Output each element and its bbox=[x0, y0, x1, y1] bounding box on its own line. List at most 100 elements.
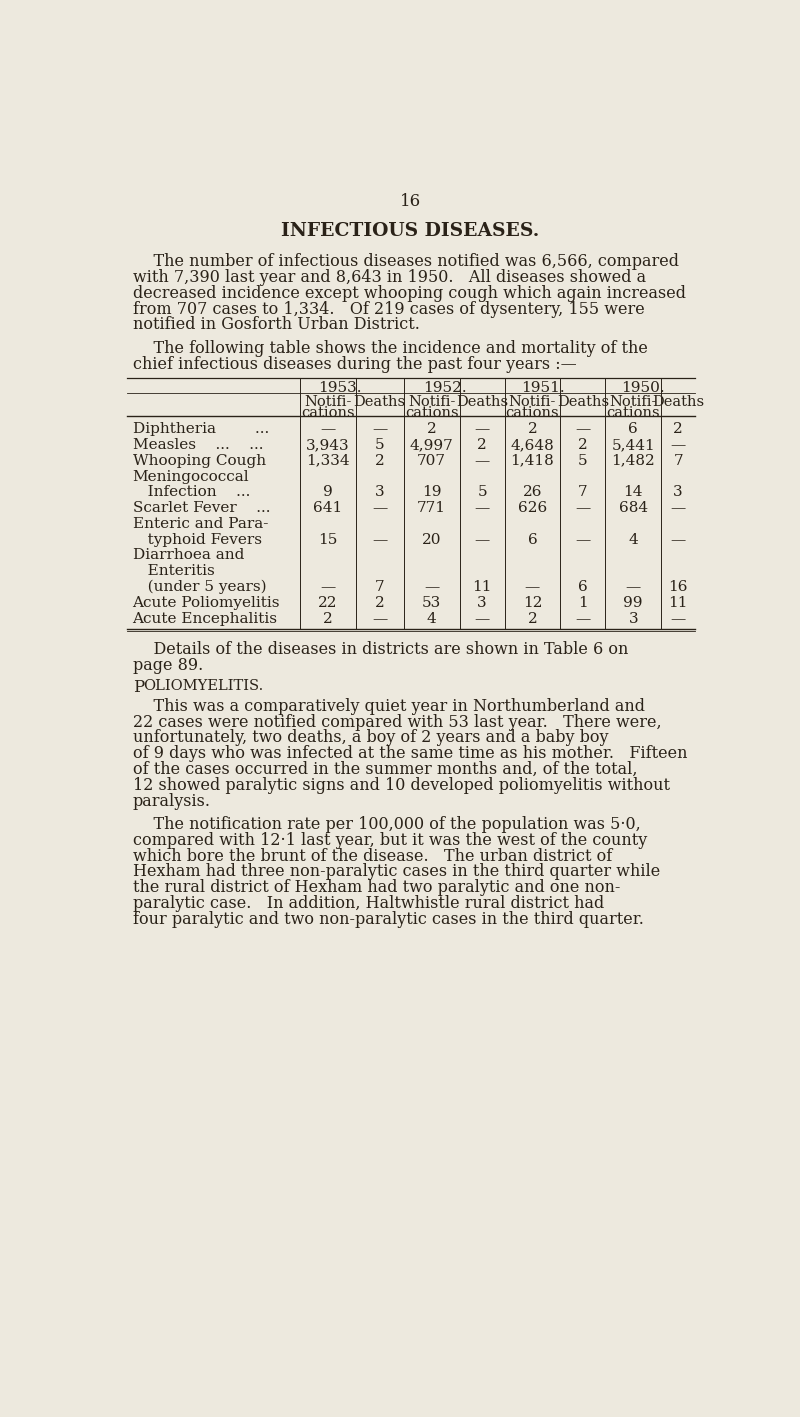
Text: 6: 6 bbox=[578, 580, 588, 594]
Text: 1953.: 1953. bbox=[318, 381, 362, 395]
Text: 707: 707 bbox=[418, 453, 446, 468]
Text: 2: 2 bbox=[578, 438, 588, 452]
Text: Details of the diseases in districts are shown in Table 6 on: Details of the diseases in districts are… bbox=[133, 642, 628, 659]
Text: chief infectious diseases during the past four years :—: chief infectious diseases during the pas… bbox=[133, 356, 576, 373]
Text: from 707 cases to 1,334.   Of 219 cases of dysentery, 155 were: from 707 cases to 1,334. Of 219 cases of… bbox=[133, 300, 644, 317]
Text: 2: 2 bbox=[527, 422, 538, 436]
Text: 16: 16 bbox=[669, 580, 688, 594]
Text: compared with 12·1 last year, but it was the west of the county: compared with 12·1 last year, but it was… bbox=[133, 832, 646, 849]
Text: OLIOMYELITIS.: OLIOMYELITIS. bbox=[142, 679, 263, 693]
Text: —: — bbox=[525, 580, 540, 594]
Text: of the cases occurred in the summer months and, of the total,: of the cases occurred in the summer mont… bbox=[133, 761, 637, 778]
Text: 26: 26 bbox=[522, 486, 542, 499]
Text: 9: 9 bbox=[323, 486, 333, 499]
Text: which bore the brunt of the disease.   The urban district of: which bore the brunt of the disease. The… bbox=[133, 847, 612, 864]
Text: —: — bbox=[670, 533, 686, 547]
Text: Acute Encephalitis: Acute Encephalitis bbox=[133, 612, 278, 626]
Text: 1,334: 1,334 bbox=[306, 453, 350, 468]
Text: 19: 19 bbox=[422, 486, 442, 499]
Text: —: — bbox=[372, 612, 387, 626]
Text: cations: cations bbox=[506, 407, 559, 419]
Text: —: — bbox=[424, 580, 439, 594]
Text: 684: 684 bbox=[618, 502, 648, 516]
Text: 3: 3 bbox=[478, 597, 487, 609]
Text: —: — bbox=[474, 422, 490, 436]
Text: Hexham had three non-paralytic cases in the third quarter while: Hexham had three non-paralytic cases in … bbox=[133, 863, 660, 880]
Text: 5: 5 bbox=[375, 438, 385, 452]
Text: —: — bbox=[474, 453, 490, 468]
Text: —: — bbox=[474, 502, 490, 516]
Text: INFECTIOUS DISEASES.: INFECTIOUS DISEASES. bbox=[281, 222, 539, 241]
Text: 15: 15 bbox=[318, 533, 338, 547]
Text: 2: 2 bbox=[427, 422, 437, 436]
Text: four paralytic and two non-paralytic cases in the third quarter.: four paralytic and two non-paralytic cas… bbox=[133, 911, 643, 928]
Text: notified in Gosforth Urban District.: notified in Gosforth Urban District. bbox=[133, 316, 419, 333]
Text: 4: 4 bbox=[628, 533, 638, 547]
Text: Notifi-: Notifi- bbox=[509, 395, 556, 410]
Text: —: — bbox=[670, 612, 686, 626]
Text: 12 showed paralytic signs and 10 developed poliomyelitis without: 12 showed paralytic signs and 10 develop… bbox=[133, 777, 670, 794]
Text: 5: 5 bbox=[578, 453, 588, 468]
Text: 2: 2 bbox=[674, 422, 683, 436]
Text: 22 cases were notified compared with 53 last year.   There were,: 22 cases were notified compared with 53 … bbox=[133, 714, 661, 731]
Text: Diphtheria        ...: Diphtheria ... bbox=[133, 422, 269, 436]
Text: 6: 6 bbox=[628, 422, 638, 436]
Text: Deaths: Deaths bbox=[652, 395, 704, 410]
Text: 14: 14 bbox=[623, 486, 643, 499]
Text: cations: cations bbox=[606, 407, 660, 419]
Text: Notifi-: Notifi- bbox=[408, 395, 455, 410]
Text: 4: 4 bbox=[427, 612, 437, 626]
Text: 99: 99 bbox=[623, 597, 643, 609]
Text: 641: 641 bbox=[314, 502, 342, 516]
Text: This was a comparatively quiet year in Northumberland and: This was a comparatively quiet year in N… bbox=[133, 699, 645, 714]
Text: Deaths: Deaths bbox=[354, 395, 406, 410]
Text: —: — bbox=[670, 438, 686, 452]
Text: 1950.: 1950. bbox=[621, 381, 664, 395]
Text: Scarlet Fever    ...: Scarlet Fever ... bbox=[133, 502, 270, 516]
Text: —: — bbox=[474, 533, 490, 547]
Text: —: — bbox=[372, 422, 387, 436]
Text: Measles    ...    ...: Measles ... ... bbox=[133, 438, 263, 452]
Text: 53: 53 bbox=[422, 597, 442, 609]
Text: —: — bbox=[474, 612, 490, 626]
Text: 3: 3 bbox=[628, 612, 638, 626]
Text: 2: 2 bbox=[323, 612, 333, 626]
Text: 12: 12 bbox=[522, 597, 542, 609]
Text: 2: 2 bbox=[375, 597, 385, 609]
Text: —: — bbox=[575, 533, 590, 547]
Text: 7: 7 bbox=[578, 486, 588, 499]
Text: Notifi-: Notifi- bbox=[610, 395, 657, 410]
Text: Acute Poliomyelitis: Acute Poliomyelitis bbox=[133, 597, 280, 609]
Text: cations: cations bbox=[301, 407, 354, 419]
Text: 5: 5 bbox=[478, 486, 487, 499]
Text: The following table shows the incidence and mortality of the: The following table shows the incidence … bbox=[133, 340, 647, 357]
Text: P: P bbox=[133, 679, 144, 696]
Text: 2: 2 bbox=[527, 612, 538, 626]
Text: Meningococcal: Meningococcal bbox=[133, 469, 249, 483]
Text: —: — bbox=[575, 422, 590, 436]
Text: —: — bbox=[670, 502, 686, 516]
Text: of 9 days who was infected at the same time as his mother.   Fifteen: of 9 days who was infected at the same t… bbox=[133, 745, 687, 762]
Text: 4,997: 4,997 bbox=[410, 438, 454, 452]
Text: 6: 6 bbox=[527, 533, 538, 547]
Text: —: — bbox=[626, 580, 641, 594]
Text: The notification rate per 100,000 of the population was 5·0,: The notification rate per 100,000 of the… bbox=[133, 816, 640, 833]
Text: decreased incidence except whooping cough which again increased: decreased incidence except whooping coug… bbox=[133, 285, 686, 302]
Text: 5,441: 5,441 bbox=[611, 438, 655, 452]
Text: 4,648: 4,648 bbox=[510, 438, 554, 452]
Text: 771: 771 bbox=[418, 502, 446, 516]
Text: 11: 11 bbox=[472, 580, 492, 594]
Text: Enteric and Para-: Enteric and Para- bbox=[133, 517, 268, 531]
Text: 7: 7 bbox=[375, 580, 385, 594]
Text: —: — bbox=[575, 502, 590, 516]
Text: Infection    ...: Infection ... bbox=[133, 486, 250, 499]
Text: with 7,390 last year and 8,643 in 1950.   All diseases showed a: with 7,390 last year and 8,643 in 1950. … bbox=[133, 269, 646, 286]
Text: cations: cations bbox=[405, 407, 458, 419]
Text: Deaths: Deaths bbox=[557, 395, 609, 410]
Text: 2: 2 bbox=[375, 453, 385, 468]
Text: unfortunately, two deaths, a boy of 2 years and a baby boy: unfortunately, two deaths, a boy of 2 ye… bbox=[133, 730, 608, 747]
Text: Whooping Cough: Whooping Cough bbox=[133, 453, 266, 468]
Text: Deaths: Deaths bbox=[456, 395, 508, 410]
Text: The number of infectious diseases notified was 6,566, compared: The number of infectious diseases notifi… bbox=[133, 254, 678, 271]
Text: Notifi-: Notifi- bbox=[304, 395, 351, 410]
